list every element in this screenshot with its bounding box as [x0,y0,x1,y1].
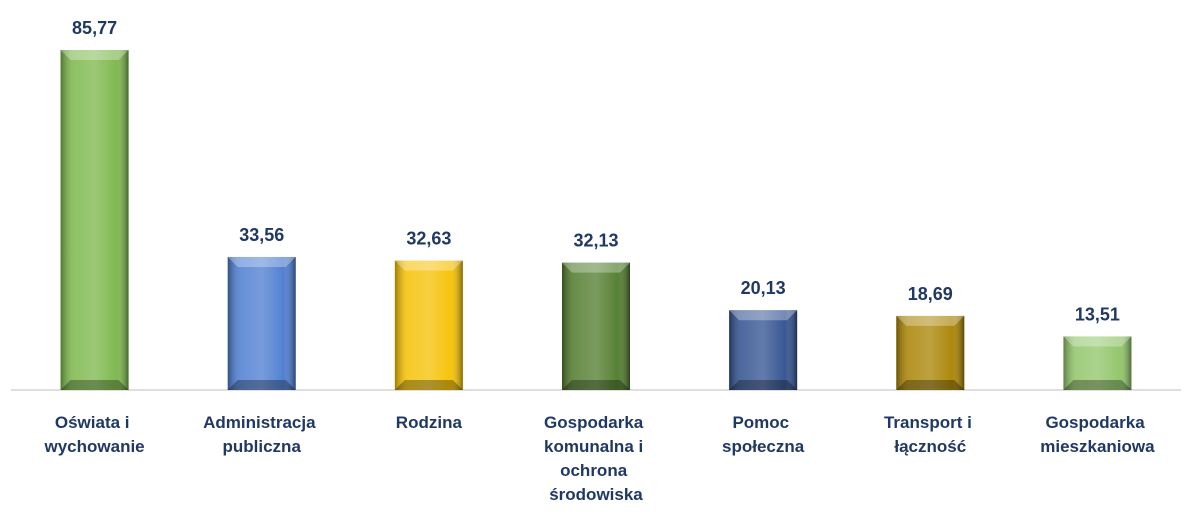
value-label: 32,13 [573,231,618,251]
category-label: Oświata i wychowanie [44,413,145,456]
bar-bevel-top [1063,336,1132,347]
bar-bevel-bottom [60,380,129,390]
bar-shade [729,310,798,390]
category-label: Rodzina [396,413,463,432]
bar-shade [562,262,630,390]
bar-bevel-bottom [729,380,798,390]
bar-bevel-top [896,315,965,326]
bar-bevel-bottom [562,380,630,390]
bar-bevel-top [394,260,463,271]
bar-bevel-top [60,50,129,60]
value-label: 13,51 [1075,304,1120,324]
bar-shade [1063,336,1132,390]
bar-shade [60,50,129,390]
bar-bevel-top [562,262,630,273]
category-label: Gospodarka komunalna i ochrona środowisk… [544,413,648,504]
category-label: Gospodarka mieszkaniowa [1040,413,1155,456]
category-label: Pomoc społeczna [722,413,805,456]
category-label: Administracja publiczna [203,413,320,456]
bar-bevel-bottom [1063,380,1132,390]
value-label: 85,77 [72,18,117,38]
bar-bevel-top [729,310,798,321]
bar-bevel-top [227,256,296,267]
category-label: Transport i łączność [884,413,977,456]
bar-bevel-bottom [394,380,463,390]
value-label: 20,13 [741,278,786,298]
bar-bevel-bottom [896,380,965,390]
bar-shade [394,260,463,390]
bar-bevel-bottom [227,380,296,390]
value-label: 18,69 [908,284,953,304]
bar-shade [227,256,296,390]
bar-shade [896,315,965,390]
value-label: 33,56 [239,225,284,245]
value-label: 32,63 [406,229,451,249]
